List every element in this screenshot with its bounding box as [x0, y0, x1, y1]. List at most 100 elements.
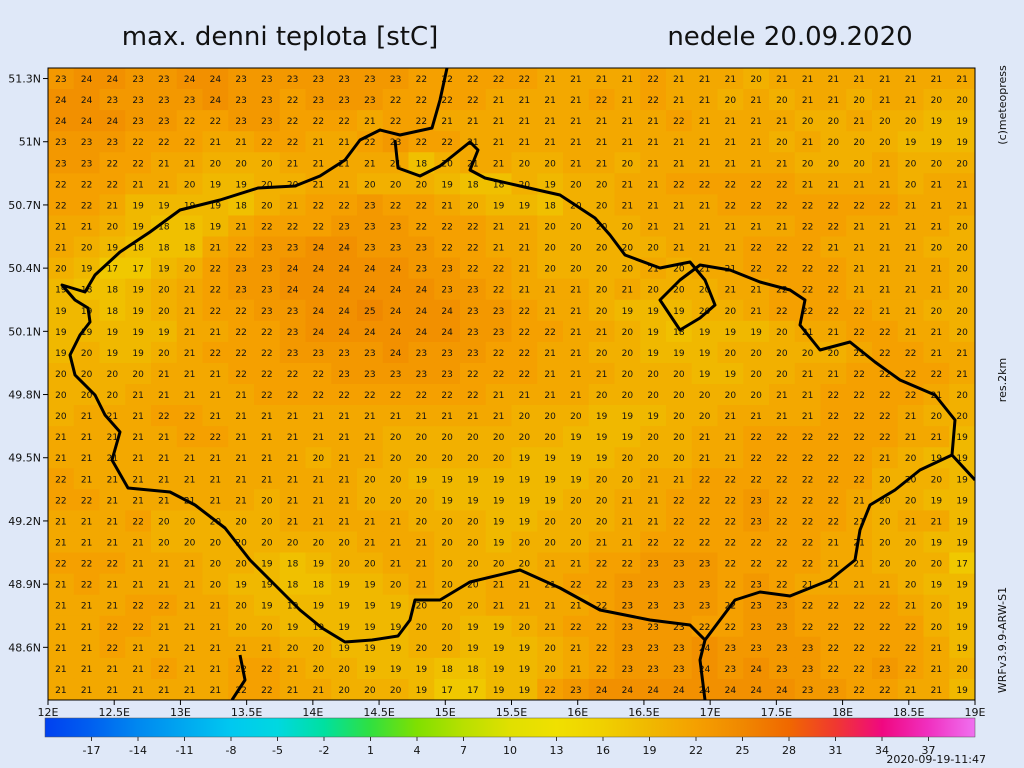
temperature-cell — [794, 489, 821, 511]
temperature-value: 21 — [853, 517, 864, 527]
temperature-cell — [331, 152, 358, 174]
temperature-cell — [511, 110, 538, 132]
temperature-cell — [872, 299, 899, 322]
temperature-value: 19 — [725, 328, 737, 338]
temperature-cell — [228, 131, 255, 153]
temperature-value: 22 — [493, 349, 504, 359]
temperature-value: 21 — [210, 370, 221, 380]
temperature-value: 20 — [828, 117, 840, 127]
temperature-value: 22 — [853, 686, 864, 696]
temperature-value: 20 — [519, 412, 531, 422]
temperature-cell — [872, 341, 899, 364]
temperature-value: 18 — [544, 201, 556, 211]
temperature-cell — [820, 573, 847, 596]
temperature-cell — [949, 131, 975, 153]
temperature-cell — [872, 531, 899, 554]
temperature-value: 22 — [879, 370, 890, 380]
temperature-cell — [254, 510, 281, 532]
temperature-value: 21 — [364, 433, 375, 443]
temperature-cell — [949, 426, 975, 448]
temperature-value: 21 — [570, 159, 581, 169]
temperature-cell — [614, 278, 641, 301]
temperature-cell — [511, 236, 538, 259]
temperature-value: 20 — [544, 159, 556, 169]
temperature-value: 22 — [699, 623, 710, 633]
temperature-cell — [408, 257, 435, 280]
temperature-value: 19 — [338, 644, 350, 654]
temperature-value: 22 — [544, 328, 555, 338]
temperature-cell — [794, 362, 821, 385]
temperature-cell — [872, 405, 899, 427]
temperature-cell — [666, 573, 693, 596]
temperature-cell — [382, 215, 409, 238]
temperature-value: 21 — [287, 686, 298, 696]
temperature-value: 23 — [750, 644, 761, 654]
temperature-cell — [99, 215, 126, 238]
temperature-cell — [48, 573, 75, 596]
temperature-cell — [949, 657, 975, 680]
temperature-value: 21 — [519, 265, 530, 275]
temperature-cell — [176, 89, 203, 111]
temperature-cell — [485, 531, 512, 554]
temperature-cell — [228, 236, 255, 259]
y-tick-label: 48.9N — [8, 578, 41, 591]
temperature-value: 19 — [467, 644, 479, 654]
temperature-value: 22 — [802, 307, 813, 317]
temperature-cell — [382, 531, 409, 554]
temperature-value: 20 — [55, 412, 67, 422]
temperature-value: 22 — [519, 75, 530, 85]
temperature-cell — [614, 468, 641, 490]
temperature-value: 22 — [261, 686, 272, 696]
temperature-cell — [614, 615, 641, 638]
temperature-cell — [305, 384, 332, 406]
temperature-value: 23 — [647, 665, 658, 675]
temperature-cell — [743, 152, 770, 174]
temperature-value: 22 — [776, 286, 787, 296]
temperature-cell — [588, 236, 615, 259]
temperature-cell — [666, 68, 693, 90]
temperature-cell — [794, 594, 821, 617]
temperature-value: 21 — [55, 623, 66, 633]
temperature-cell — [305, 426, 332, 448]
temperature-value: 19 — [905, 138, 917, 148]
temperature-cell — [769, 320, 796, 343]
temperature-cell — [408, 552, 435, 575]
temperature-cell — [563, 405, 590, 427]
temperature-cell — [202, 68, 229, 90]
temperature-value: 22 — [828, 517, 839, 527]
temperature-cell — [202, 447, 229, 469]
temperature-value: 21 — [519, 391, 530, 401]
temperature-value: 21 — [519, 581, 530, 591]
temperature-value: 22 — [287, 391, 298, 401]
temperature-value: 20 — [802, 159, 814, 169]
temperature-value: 21 — [287, 201, 298, 211]
temperature-cell — [434, 278, 461, 301]
temperature-value: 21 — [467, 412, 478, 422]
temperature-value: 21 — [55, 244, 66, 254]
temperature-cell — [614, 657, 641, 680]
temperature-cell — [331, 320, 358, 343]
temperature-value: 23 — [725, 644, 736, 654]
temperature-cell — [820, 299, 847, 322]
temperature-cell — [202, 320, 229, 343]
temperature-cell — [743, 194, 770, 216]
temperature-cell — [151, 131, 178, 153]
temperature-value: 22 — [313, 117, 324, 127]
temperature-cell — [949, 278, 975, 301]
temperature-cell — [228, 573, 255, 596]
temperature-value: 22 — [879, 412, 890, 422]
temperature-value: 24 — [287, 286, 299, 296]
temperature-cell — [923, 278, 950, 301]
temperature-cell — [717, 215, 744, 238]
temperature-cell — [254, 678, 281, 700]
temperature-value: 18 — [158, 244, 170, 254]
temperature-cell — [331, 194, 358, 216]
temperature-value: 20 — [390, 433, 402, 443]
temperature-value: 22 — [673, 117, 684, 127]
temperature-cell — [73, 678, 100, 700]
temperature-cell — [176, 615, 203, 638]
temperature-value: 22 — [647, 96, 658, 106]
temperature-value: 23 — [441, 265, 452, 275]
temperature-value: 23 — [107, 138, 118, 148]
temperature-value: 20 — [184, 539, 196, 549]
